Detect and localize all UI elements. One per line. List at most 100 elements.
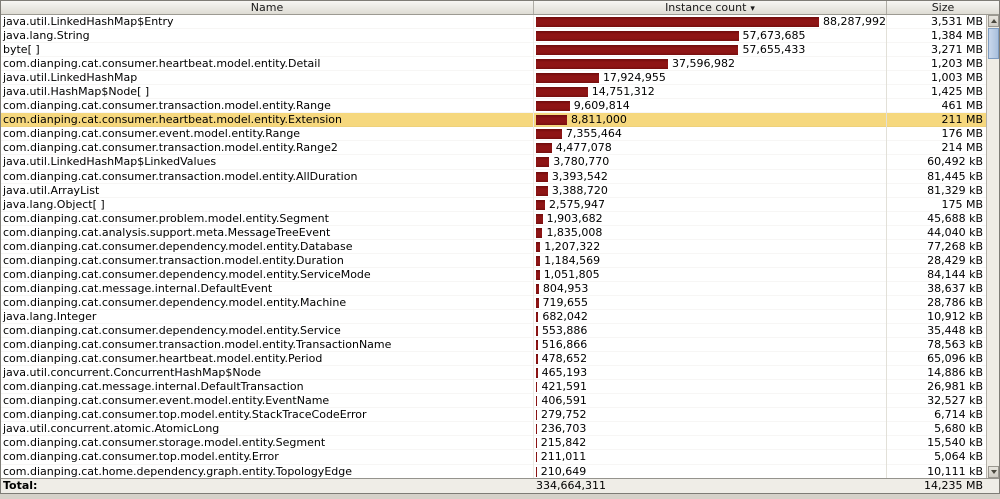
size-value: 176 MB: [941, 127, 983, 141]
class-name: com.dianping.cat.consumer.transaction.mo…: [1, 253, 534, 268]
column-header-instance-count[interactable]: Instance count ▾: [534, 1, 887, 14]
class-name: com.dianping.cat.consumer.dependency.mod…: [1, 324, 534, 339]
table-row[interactable]: com.dianping.cat.consumer.top.model.enti…: [1, 450, 999, 465]
size-value: 32,527 kB: [927, 394, 983, 408]
instance-count-value: 88,287,992: [823, 15, 886, 29]
total-label: Total:: [3, 479, 38, 492]
instance-count-bar: [536, 59, 668, 70]
table-row[interactable]: com.dianping.cat.consumer.event.model.en…: [1, 394, 999, 409]
instance-count-bar: [536, 143, 552, 154]
instance-count-bar: [536, 45, 739, 56]
instance-count-bar: [536, 199, 546, 210]
table-row[interactable]: java.util.concurrent.ConcurrentHashMap$N…: [1, 366, 999, 381]
size-value: 77,268 kB: [927, 239, 983, 253]
table-row[interactable]: java.lang.Integer 682,042 10,912 kB: [1, 309, 999, 325]
class-name: java.util.HashMap$Node[ ]: [1, 85, 534, 100]
table-row[interactable]: com.dianping.cat.consumer.problem.model.…: [1, 211, 999, 226]
vertical-scrollbar[interactable]: [986, 15, 999, 478]
instance-count-value: 236,703: [540, 422, 587, 436]
instance-count-value: 37,596,982: [672, 57, 735, 71]
table-row[interactable]: com.dianping.cat.message.internal.Defaul…: [1, 380, 999, 395]
instance-count-bar: [536, 312, 539, 322]
class-name: com.dianping.cat.analysis.support.meta.M…: [1, 225, 534, 240]
table-row[interactable]: com.dianping.cat.consumer.storage.model.…: [1, 436, 999, 451]
size-value: 28,429 kB: [927, 253, 983, 267]
total-size: 14,235 MB: [923, 479, 983, 492]
class-name: java.lang.Object[ ]: [1, 197, 534, 212]
instance-count-bar: [536, 354, 538, 365]
size-value: 81,445 kB: [927, 169, 983, 183]
instance-count-bar: [536, 340, 538, 351]
instance-count-cell: 211,011: [534, 450, 887, 465]
table-row[interactable]: com.dianping.cat.consumer.top.model.enti…: [1, 408, 999, 423]
table-row[interactable]: java.util.LinkedHashMap$LinkedValues 3,7…: [1, 155, 999, 170]
instance-count-value: 3,780,770: [553, 155, 610, 169]
table-row[interactable]: java.lang.String 57,673,685 1,384 MB: [1, 29, 999, 44]
instance-count-cell: 553,886: [534, 324, 887, 339]
table-row[interactable]: com.dianping.cat.consumer.heartbeat.mode…: [1, 352, 999, 367]
column-header-size[interactable]: Size: [931, 1, 955, 14]
table-row[interactable]: java.util.ArrayList 3,388,720 81,329 kB: [1, 183, 999, 198]
table-row[interactable]: com.dianping.cat.consumer.dependency.mod…: [1, 239, 999, 254]
size-value: 38,637 kB: [927, 281, 983, 295]
instance-count-cell: 478,652: [534, 352, 887, 367]
scroll-down-button[interactable]: [988, 466, 999, 478]
table-row[interactable]: com.dianping.cat.consumer.dependency.mod…: [1, 295, 999, 310]
scrollbar-thumb[interactable]: [988, 28, 999, 59]
instance-count-cell: 9,609,814: [534, 99, 887, 114]
instance-count-value: 465,193: [541, 366, 588, 380]
column-header-name[interactable]: Name: [1, 1, 534, 14]
instance-count-cell: 804,953: [534, 281, 887, 296]
table-row[interactable]: java.util.LinkedHashMap 17,924,955 1,003…: [1, 71, 999, 86]
class-name: java.util.LinkedHashMap: [1, 71, 534, 86]
class-name: com.dianping.cat.consumer.transaction.mo…: [1, 99, 534, 114]
table-row[interactable]: java.lang.Object[ ] 2,575,947 175 MB: [1, 197, 999, 212]
instance-count-cell: 3,393,542: [534, 169, 887, 184]
class-name: com.dianping.cat.consumer.problem.model.…: [1, 211, 534, 226]
size-value: 78,563 kB: [927, 338, 983, 352]
instance-count-bar: [536, 452, 537, 463]
table-row[interactable]: com.dianping.cat.consumer.transaction.mo…: [1, 253, 999, 268]
instance-count-cell: 516,866: [534, 338, 887, 353]
class-name: com.dianping.cat.consumer.dependency.mod…: [1, 295, 534, 310]
instance-count-cell: 7,355,464: [534, 127, 887, 142]
size-value: 175 MB: [941, 197, 983, 211]
instance-count-bar: [536, 466, 537, 477]
table-row[interactable]: com.dianping.cat.message.internal.Defaul…: [1, 281, 999, 296]
instance-count-cell: 682,042: [534, 309, 887, 325]
instance-count-bar: [536, 73, 599, 84]
instance-count-cell: 1,835,008: [534, 225, 887, 240]
size-value: 1,003 MB: [930, 71, 983, 85]
size-value: 1,425 MB: [930, 85, 983, 99]
class-name: byte[ ]: [1, 43, 534, 58]
table-row[interactable]: com.dianping.cat.consumer.transaction.mo…: [1, 169, 999, 184]
instance-count-value: 1,903,682: [546, 211, 603, 225]
instance-count-value: 211,011: [540, 450, 587, 464]
size-value: 10,111 kB: [927, 464, 983, 478]
size-value: 28,786 kB: [927, 295, 983, 309]
class-name: com.dianping.cat.consumer.dependency.mod…: [1, 239, 534, 254]
table-row[interactable]: java.util.LinkedHashMap$Entry 88,287,992…: [1, 15, 999, 30]
instance-count-cell: 37,596,982: [534, 57, 887, 72]
table-row[interactable]: com.dianping.cat.consumer.event.model.en…: [1, 127, 999, 142]
table-row[interactable]: com.dianping.cat.consumer.heartbeat.mode…: [1, 113, 999, 128]
class-name: com.dianping.cat.consumer.event.model.en…: [1, 127, 534, 142]
instance-count-bar: [536, 213, 543, 224]
table-row[interactable]: byte[ ] 57,655,433 3,271 MB: [1, 43, 999, 58]
class-name: com.dianping.cat.consumer.event.model.en…: [1, 394, 534, 409]
size-value: 6,714 kB: [934, 408, 983, 422]
table-row[interactable]: com.dianping.cat.analysis.support.meta.M…: [1, 225, 999, 240]
table-row[interactable]: com.dianping.cat.consumer.dependency.mod…: [1, 267, 999, 282]
instance-count-value: 682,042: [542, 310, 588, 323]
table-row[interactable]: com.dianping.cat.consumer.transaction.mo…: [1, 99, 999, 114]
table-row[interactable]: com.dianping.cat.consumer.heartbeat.mode…: [1, 57, 999, 72]
table-row[interactable]: java.util.concurrent.atomic.AtomicLong 2…: [1, 422, 999, 437]
scroll-up-button[interactable]: [988, 15, 999, 27]
table-row[interactable]: java.util.HashMap$Node[ ] 14,751,312 1,4…: [1, 85, 999, 100]
table-row[interactable]: com.dianping.cat.consumer.transaction.mo…: [1, 338, 999, 353]
table-row[interactable]: com.dianping.cat.home.dependency.graph.e…: [1, 464, 999, 478]
table-row[interactable]: com.dianping.cat.consumer.transaction.mo…: [1, 141, 999, 156]
instance-count-cell: 279,752: [534, 408, 887, 423]
instance-count-bar: [536, 87, 588, 98]
table-row[interactable]: com.dianping.cat.consumer.dependency.mod…: [1, 324, 999, 339]
